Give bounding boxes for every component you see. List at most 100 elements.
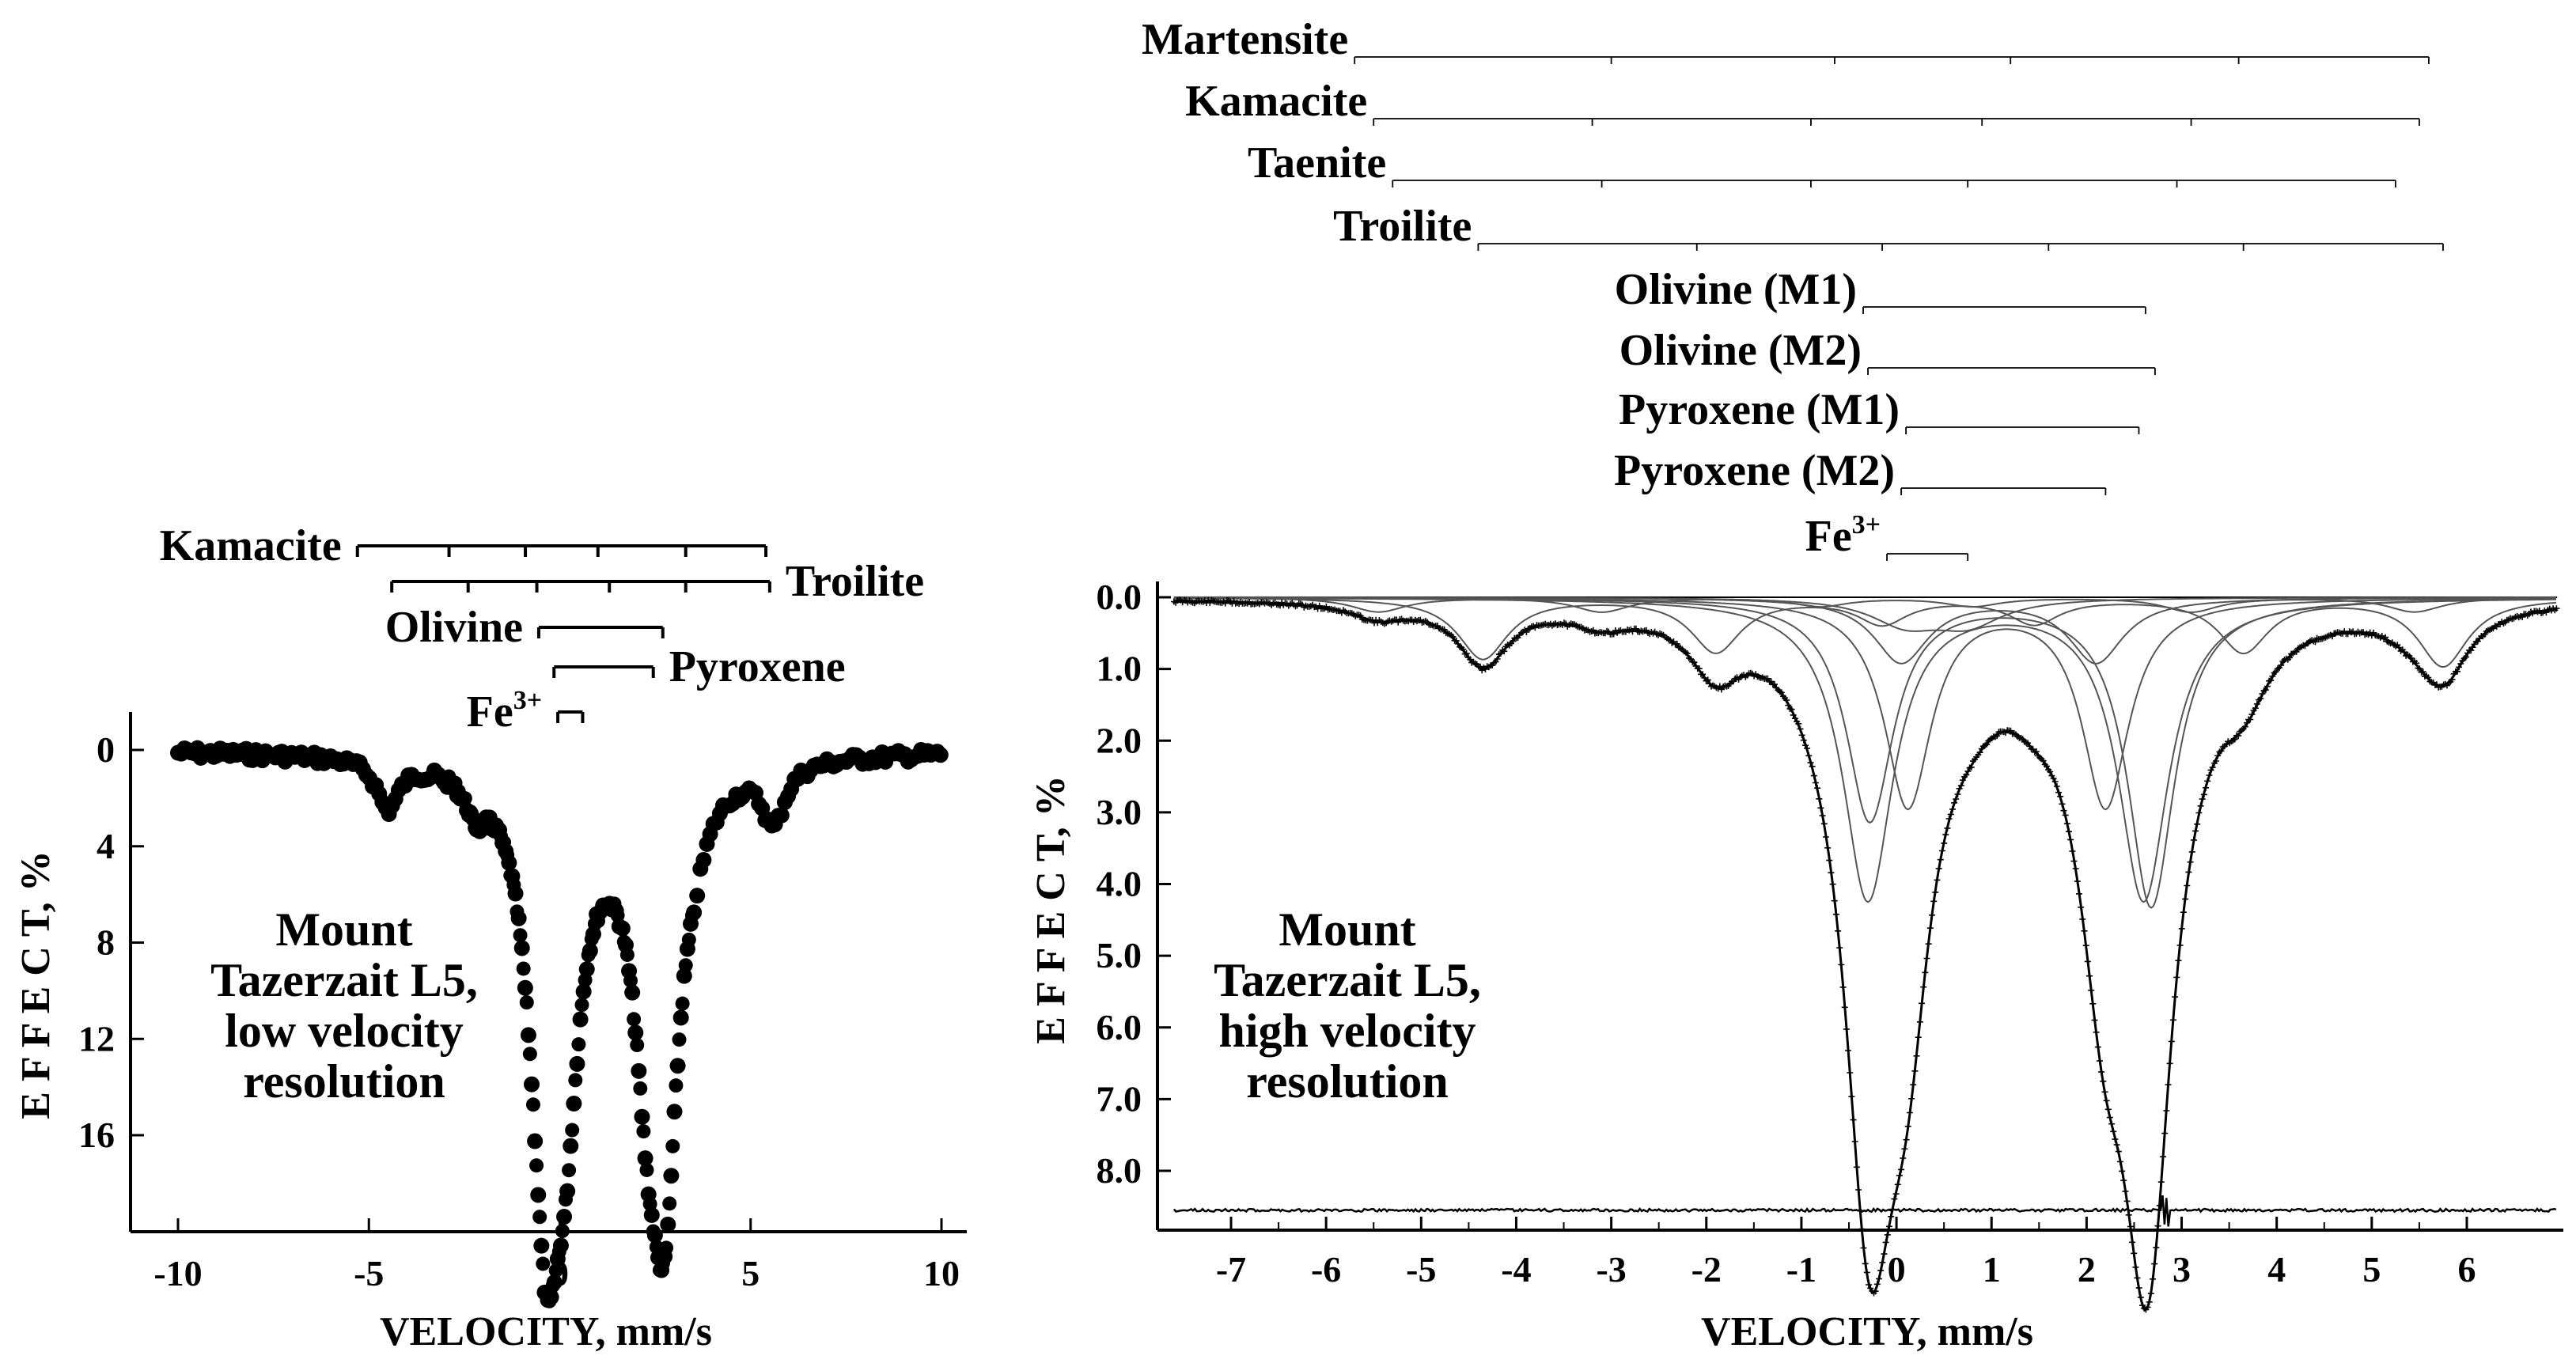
data-point — [559, 1183, 576, 1199]
x-tick-label: -1 — [1786, 1249, 1816, 1289]
data-point — [634, 1108, 650, 1125]
y-axis-title: E F F E C T, % — [1029, 775, 1074, 1043]
data-point — [695, 852, 712, 869]
total-fit-curve — [1173, 600, 2557, 1312]
phase-label: Kamacite — [160, 521, 342, 570]
chart-annotation-line: resolution — [243, 1055, 445, 1108]
y-tick-label: 4.0 — [1097, 864, 1142, 904]
data-point — [662, 1196, 677, 1211]
x-tick-label: 0 — [1888, 1249, 1906, 1289]
data-point — [572, 1011, 589, 1028]
data-point — [624, 984, 641, 1001]
chart-annotation-line: Tazerzait L5, — [1214, 954, 1481, 1006]
data-point — [623, 973, 638, 988]
data-point — [773, 807, 790, 824]
x-tick-label: 6 — [2458, 1249, 2476, 1289]
data-point — [665, 1138, 680, 1153]
data-point — [672, 1009, 689, 1026]
phase-marker-olivine-m2-: Olivine (M2) — [1619, 326, 2156, 375]
data-point — [614, 920, 631, 937]
x-tick-label: -4 — [1501, 1249, 1531, 1289]
data-point — [627, 1024, 644, 1041]
x-tick-label: -2 — [1691, 1249, 1722, 1289]
data-point — [659, 1240, 674, 1255]
phase-label-base: Fe — [467, 687, 513, 737]
x-tick-label: 3 — [2173, 1249, 2191, 1289]
data-point — [530, 1187, 547, 1203]
residual-curve — [1172, 1195, 2557, 1227]
data-point — [516, 961, 531, 976]
y-tick-label: 12 — [78, 1018, 115, 1058]
component-curve-kamacite — [1173, 596, 2556, 613]
phase-label: Pyroxene (M1) — [1619, 385, 1900, 434]
data-point — [532, 1210, 547, 1225]
phase-label: Olivine (M2) — [1619, 326, 1862, 375]
phase-marker-olivine: Olivine — [385, 603, 665, 652]
data-point — [563, 1138, 579, 1154]
spectrum-points — [170, 740, 949, 1308]
data-point — [578, 961, 595, 978]
x-tick-label: -7 — [1216, 1249, 1246, 1289]
y-tick-label: 7.0 — [1097, 1078, 1142, 1119]
phase-marker-kamacite: Kamacite — [160, 521, 768, 570]
data-point — [637, 1150, 653, 1167]
chart-annotation-line: Tazerzait L5, — [210, 954, 478, 1006]
phase-label: Taenite — [1248, 138, 1386, 187]
data-point — [672, 1032, 687, 1047]
x-tick-label: -10 — [153, 1253, 202, 1293]
phase-marker-kamacite: Kamacite — [1185, 77, 2420, 126]
x-tick-label: 5 — [741, 1253, 760, 1293]
phase-label: Martensite — [1142, 15, 1348, 64]
data-point — [552, 1237, 569, 1254]
y-tick-label: 0 — [97, 729, 115, 770]
data-point — [619, 947, 635, 962]
data-point — [643, 1206, 660, 1223]
phase-marker-troilite: Troilite — [390, 557, 924, 606]
phase-label-superscript: 3+ — [1852, 510, 1881, 540]
component-curve-pyroxene-m1- — [1173, 596, 2556, 811]
y-tick-label: 8.0 — [1097, 1150, 1142, 1191]
data-point — [663, 1168, 680, 1184]
phase-label: Kamacite — [1185, 77, 1367, 126]
phase-marker-pyroxene-m2-: Pyroxene (M2) — [1614, 446, 2107, 495]
data-point — [689, 888, 706, 904]
data-point — [932, 747, 949, 763]
data-point — [546, 1274, 563, 1290]
phase-marker-fe: Fe3+ — [1805, 510, 1969, 561]
x-tick-label: 2 — [2078, 1249, 2096, 1289]
data-point — [575, 983, 592, 1000]
y-tick-label: 0.0 — [1097, 577, 1142, 617]
data-point — [536, 1256, 551, 1271]
y-tick-label: 8 — [97, 922, 115, 963]
chart-high-resolution: -7 -6 -5 -4 -3 -2 -1 0 1 2 3 4 5 6 0.0 1.0 2.0 3.0 4.0 5.0 6… — [1029, 15, 2563, 1354]
data-point — [569, 1055, 585, 1072]
data-point — [581, 942, 598, 959]
data-point — [681, 932, 696, 947]
phase-marker-olivine-m1-: Olivine (M1) — [1615, 265, 2146, 314]
chart-annotation-line: high velocity — [1219, 1005, 1476, 1057]
data-point — [669, 1058, 686, 1074]
x-tick-label: 1 — [1983, 1249, 2001, 1289]
component-curve-fe3- — [1173, 596, 2556, 632]
phase-label-base: Fe — [1805, 512, 1852, 561]
y-tick-label: 2.0 — [1097, 720, 1142, 760]
chart-annotation-line: Mount — [275, 903, 412, 956]
x-axis-title: VELOCITY, mm/s — [380, 1309, 712, 1354]
phase-label: Pyroxene (M2) — [1614, 446, 1895, 495]
data-point — [555, 1224, 570, 1239]
x-tick-label: -6 — [1311, 1249, 1341, 1289]
x-tick-label: -3 — [1596, 1249, 1626, 1289]
component-curve-olivine-m1- — [1173, 597, 2556, 903]
phase-marker-martensite: Martensite — [1142, 15, 2430, 64]
x-tick-label: -5 — [354, 1253, 384, 1293]
data-point — [666, 1104, 683, 1120]
data-point — [520, 1027, 536, 1043]
data-point — [636, 1124, 651, 1139]
phase-marker-taenite: Taenite — [1248, 138, 2396, 187]
chart-low-resolution: -10-505100481216VELOCITY, mm/sE F F E C … — [13, 521, 967, 1354]
data-point — [556, 1209, 573, 1225]
data-point — [519, 995, 534, 1010]
data-point — [513, 928, 528, 943]
data-point — [548, 1263, 563, 1278]
